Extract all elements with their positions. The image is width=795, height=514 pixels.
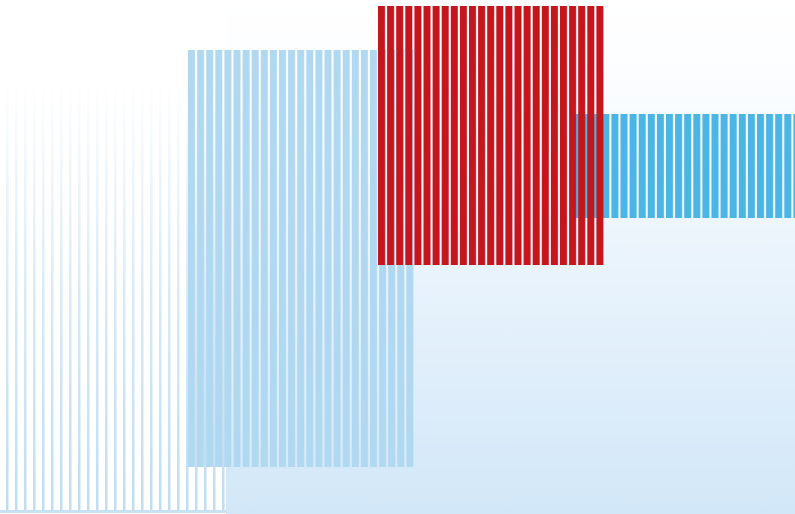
base-line bbox=[0, 510, 226, 513]
light-blue-block bbox=[188, 50, 415, 467]
blue-block bbox=[575, 114, 795, 218]
red-block bbox=[378, 6, 604, 265]
